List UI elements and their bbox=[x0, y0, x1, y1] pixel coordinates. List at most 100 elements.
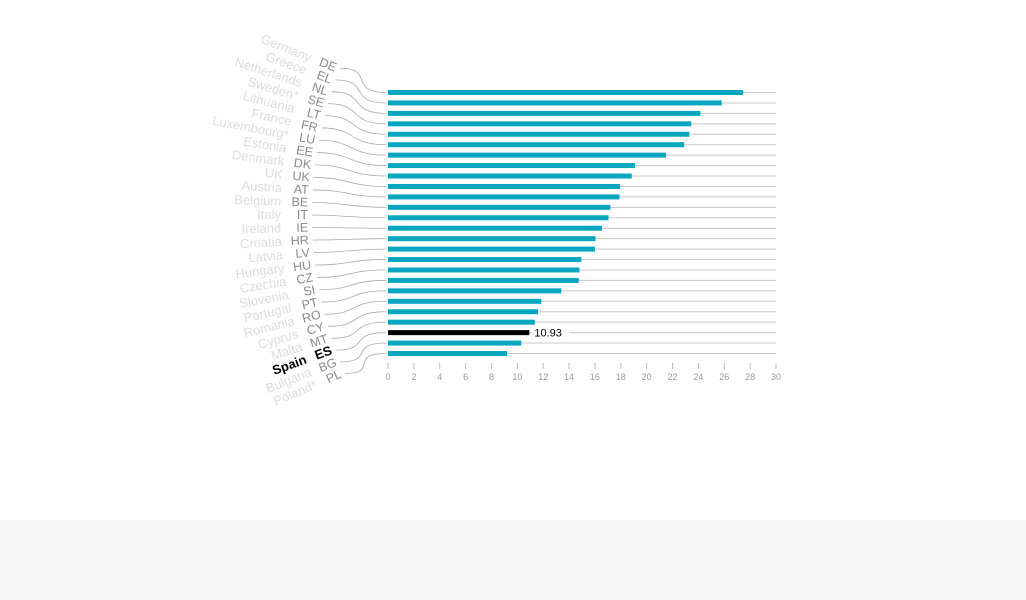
x-tick-label: 20 bbox=[642, 372, 652, 382]
value-label: 10.93 bbox=[534, 328, 562, 340]
leader-line bbox=[315, 164, 387, 177]
country-code: RO bbox=[301, 307, 323, 325]
country-code: NL bbox=[310, 80, 330, 98]
country-code: UK bbox=[292, 169, 311, 185]
bar-mt bbox=[388, 319, 535, 325]
country-code: PL bbox=[324, 367, 344, 386]
leader-line bbox=[324, 115, 387, 135]
country-code: HU bbox=[292, 258, 312, 274]
country-code: BE bbox=[291, 195, 308, 210]
country-code: SI bbox=[302, 283, 316, 299]
country-name: Latvia bbox=[248, 247, 285, 265]
bar-cy bbox=[388, 309, 539, 315]
x-tick-label: 12 bbox=[538, 372, 548, 382]
country-code: SE bbox=[306, 92, 326, 110]
country-code: EL bbox=[315, 68, 334, 86]
country-name: Denmark bbox=[231, 147, 286, 169]
leader-line bbox=[344, 353, 387, 374]
country-code: CZ bbox=[295, 270, 314, 286]
leader-line bbox=[312, 227, 387, 229]
bar-fr bbox=[388, 142, 685, 148]
country-name: Croatia bbox=[239, 234, 283, 252]
x-tick-label: 6 bbox=[463, 372, 468, 382]
x-tick-label: 10 bbox=[512, 372, 522, 382]
bar-lt bbox=[388, 131, 690, 137]
country-code: LU bbox=[298, 130, 316, 147]
leader-line bbox=[327, 311, 387, 327]
country-name: Hungary bbox=[235, 260, 286, 281]
x-tick-label: 0 bbox=[385, 372, 390, 382]
x-tick-label: 2 bbox=[411, 372, 416, 382]
bar-ro bbox=[388, 298, 542, 304]
country-code: FR bbox=[300, 117, 319, 134]
leader-line bbox=[340, 67, 387, 93]
country-code: AT bbox=[293, 182, 309, 197]
bar-es bbox=[388, 330, 530, 336]
country-code: ES bbox=[313, 343, 335, 363]
x-tick-label: 14 bbox=[564, 372, 574, 382]
bar-it bbox=[388, 215, 609, 221]
x-tick-label: 18 bbox=[616, 372, 626, 382]
country-code: HR bbox=[290, 233, 309, 248]
x-tick-label: 30 bbox=[771, 372, 781, 382]
country-code: IE bbox=[296, 221, 308, 235]
x-tick-label: 26 bbox=[719, 372, 729, 382]
x-tick-label: 22 bbox=[668, 372, 678, 382]
bar-nl bbox=[388, 110, 701, 116]
leader-line bbox=[321, 127, 387, 146]
bar-be bbox=[388, 204, 611, 210]
leader-line bbox=[316, 152, 387, 166]
leader-line bbox=[324, 300, 387, 315]
country-name: Austria bbox=[241, 178, 283, 196]
leader-line bbox=[331, 91, 387, 114]
bar-pt bbox=[388, 288, 562, 294]
value-label-bg bbox=[531, 326, 570, 339]
leader-line bbox=[311, 214, 387, 219]
bar-cz bbox=[388, 267, 580, 273]
x-tick-label: 24 bbox=[693, 372, 703, 382]
country-name: Ireland bbox=[241, 220, 281, 236]
country-code: CY bbox=[305, 319, 326, 337]
country-name: Czechia bbox=[239, 274, 288, 296]
bar-uk bbox=[388, 183, 621, 189]
country-name: Belgium bbox=[234, 192, 281, 208]
bar-bg bbox=[388, 340, 522, 346]
leader-line bbox=[327, 103, 387, 125]
leader-line bbox=[316, 269, 387, 278]
x-tick-label: 16 bbox=[590, 372, 600, 382]
leader-line bbox=[312, 202, 387, 208]
leader-line bbox=[331, 321, 387, 339]
bar-at bbox=[388, 194, 620, 200]
country-code: IT bbox=[297, 208, 308, 222]
country-code: LV bbox=[295, 246, 311, 261]
leader-line bbox=[335, 332, 387, 351]
leader-line bbox=[319, 280, 387, 291]
bar-ee bbox=[388, 163, 636, 169]
country-name: UK bbox=[264, 165, 284, 182]
bar-lv bbox=[388, 246, 595, 252]
bar-ie bbox=[388, 225, 603, 231]
bar-hu bbox=[388, 257, 582, 263]
leader-line bbox=[313, 177, 387, 187]
bar-lu bbox=[388, 152, 667, 158]
country-code: MT bbox=[308, 332, 330, 351]
country-code: BG bbox=[317, 355, 339, 375]
x-tick-label: 28 bbox=[745, 372, 755, 382]
leader-line bbox=[319, 139, 387, 156]
country-code: LT bbox=[306, 106, 323, 123]
leader-line bbox=[313, 248, 387, 253]
country-code: EE bbox=[295, 143, 314, 159]
leader-line bbox=[312, 238, 387, 241]
country-code: PT bbox=[300, 295, 319, 312]
leader-line bbox=[312, 189, 387, 198]
footer-area bbox=[0, 520, 1026, 600]
country-name: Estonia bbox=[242, 134, 288, 156]
bar-hr bbox=[388, 236, 596, 242]
bar-chart: DEGermanyELGreeceNLNetherlandsSESweden*L… bbox=[211, 31, 781, 409]
country-name: Italy bbox=[257, 207, 281, 222]
bar-de bbox=[388, 90, 744, 95]
bar-pl bbox=[388, 351, 507, 356]
leader-line bbox=[335, 79, 387, 104]
x-tick-label: 8 bbox=[489, 372, 494, 382]
country-code: DE bbox=[317, 55, 338, 74]
